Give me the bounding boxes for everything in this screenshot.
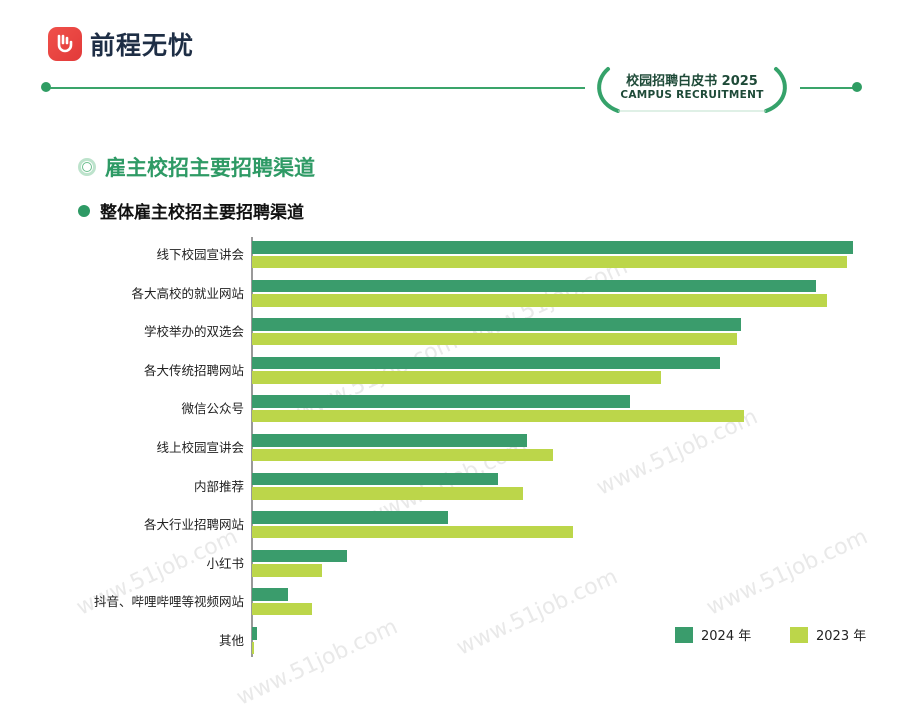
bar-2023 [252, 525, 574, 539]
whitepaper-badge: 校园招聘白皮书 2025 CAMPUS RECRUITMENT [592, 63, 792, 115]
bar-2024 [252, 395, 631, 408]
bar-2023 [252, 255, 848, 268]
header-line-right [800, 87, 855, 89]
legend-swatch-2024 [675, 626, 693, 643]
section-heading: 雇主校招主要招聘渠道 [78, 152, 315, 182]
bar-2024 [252, 549, 348, 563]
bar-2024 [252, 241, 854, 254]
bar-2023 [252, 371, 662, 384]
bar-2024 [252, 434, 528, 447]
bar-2023 [252, 409, 745, 423]
category-label: 抖音、哔哩哔哩等视频网站 [93, 594, 244, 610]
badge-title: 校园招聘白皮书 2025 [626, 74, 758, 89]
watermark: www.51job.com [232, 614, 402, 711]
header-line-left [50, 87, 585, 89]
category-label: 各大传统招聘网站 [143, 362, 244, 378]
watermark: www.51job.com [452, 564, 622, 661]
brand-logo: 前程无忧 [48, 26, 194, 62]
bar-2024 [252, 627, 258, 640]
category-label: 学校举办的双选会 [143, 324, 244, 340]
legend-item-2023: 2023 年 [790, 625, 866, 644]
legend-label-2023: 2023 年 [816, 629, 867, 644]
brand-name: 前程无忧 [90, 31, 195, 60]
bar-2023 [252, 641, 254, 654]
bar-2023 [252, 294, 827, 307]
bar-2024 [252, 279, 816, 293]
chart-heading: 整体雇主校招主要招聘渠道 [78, 198, 304, 223]
category-label: 各大高校的就业网站 [131, 285, 244, 301]
legend-swatch-2023 [790, 626, 808, 643]
category-label: 线下校园宣讲会 [156, 247, 244, 262]
category-label: 小红书 [206, 555, 244, 571]
category-label: 微信公众号 [181, 401, 244, 417]
bar-2024 [252, 318, 742, 331]
category-label: 其他 [218, 633, 244, 648]
chart-title: 整体雇主校招主要招聘渠道 [100, 203, 304, 223]
legend-label-2024: 2024 年 [701, 629, 752, 644]
bar-2023 [252, 448, 554, 461]
bar-2023 [252, 602, 313, 616]
bar-2023 [252, 564, 322, 577]
bar-2023 [252, 487, 523, 500]
legend-item-2024: 2024 年 [675, 625, 751, 644]
dot-bullet-icon [78, 204, 90, 217]
bar-2023 [252, 332, 737, 346]
bar-2024 [252, 588, 288, 601]
category-label: 内部推荐 [193, 478, 244, 494]
brand-hand-icon [48, 27, 82, 61]
watermark: www.51job.com [702, 524, 872, 621]
laurel-bracket-icon [597, 67, 787, 113]
badge-subtitle: CAMPUS RECRUITMENT [620, 89, 764, 101]
section-title: 雇主校招主要招聘渠道 [105, 156, 315, 180]
chart-y-axis-line [251, 237, 253, 657]
bar-2024 [252, 472, 498, 486]
category-label: 线上校园宣讲会 [156, 440, 244, 455]
header-line-left-dot [41, 82, 51, 92]
ring-bullet-icon [78, 158, 96, 176]
category-label: 各大行业招聘网站 [143, 517, 244, 533]
bar-2024 [252, 356, 720, 370]
header-line-right-dot [852, 82, 862, 92]
bar-2024 [252, 511, 449, 524]
